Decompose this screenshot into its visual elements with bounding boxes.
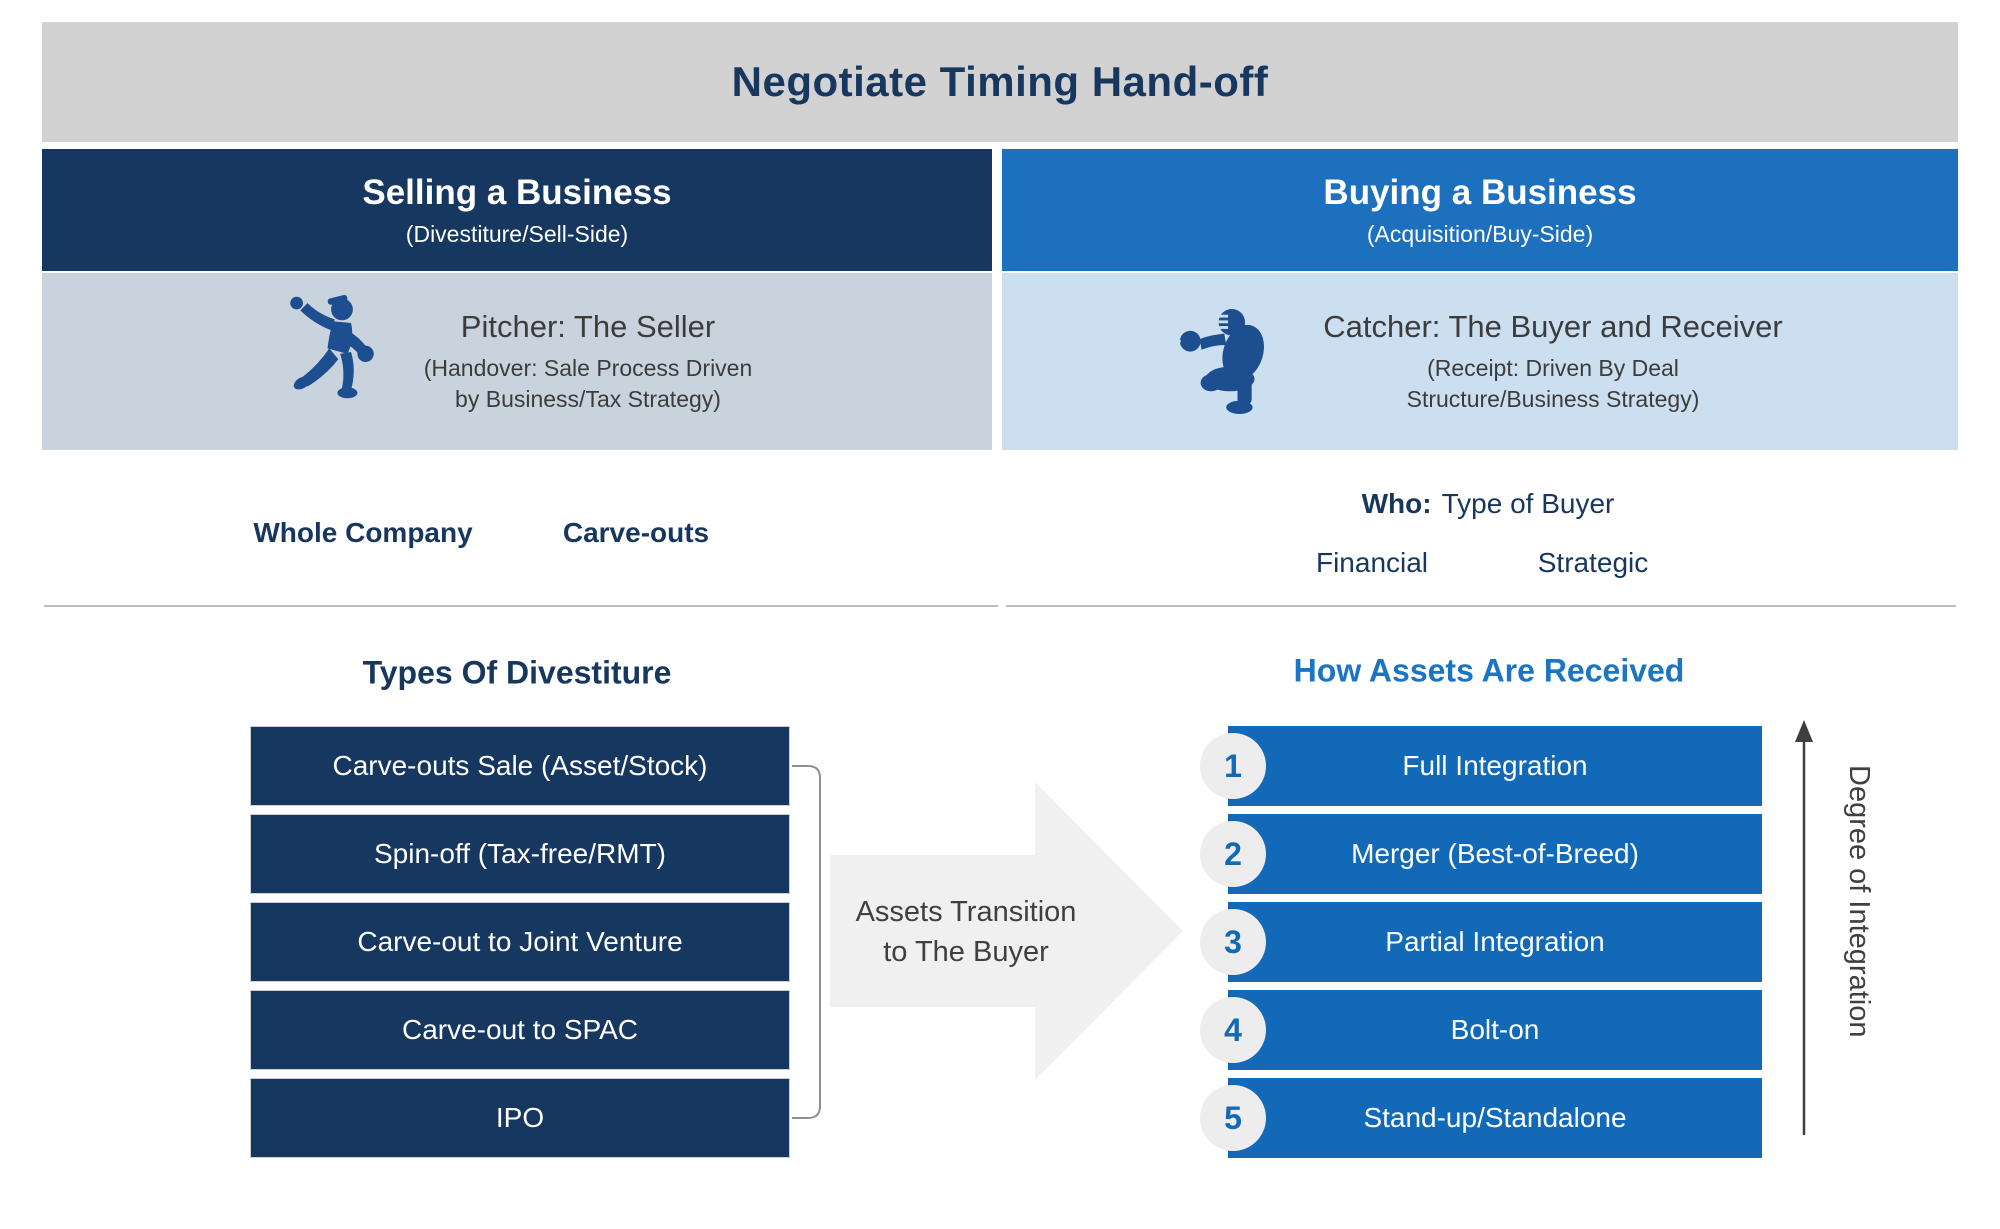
buyer-type-strategic: Strategic: [1537, 547, 1649, 578]
who-type-of-buyer: Who: Type of Buyer: [1362, 488, 1615, 520]
buyer-actor-text: Catcher: The Buyer and Receiver (Receipt…: [1323, 309, 1783, 414]
types-of-divestiture-heading: Types Of Divestiture: [362, 654, 672, 691]
buyer-actor-subtitle-line1: (Receipt: Driven By Deal: [1427, 355, 1679, 382]
divestiture-item: IPO: [250, 1078, 790, 1158]
degree-of-integration-label: Degree of Integration: [1843, 765, 1875, 1038]
group-bracket: [792, 765, 821, 1119]
buyer-actor-subtitle-line2: Structure/Business Strategy): [1406, 385, 1700, 412]
seller-actor-subtitle-line2: by Business/Tax Strategy): [455, 385, 721, 412]
divestiture-item: Carve-out to SPAC: [250, 990, 790, 1070]
pitcher-icon: [290, 294, 374, 398]
step-number-badge: 3: [1200, 909, 1266, 975]
received-item: Partial Integration: [1228, 902, 1762, 982]
selling-header-title: Selling a Business: [362, 172, 672, 212]
step-number-badge: 4: [1200, 997, 1266, 1063]
right-divider: [1006, 605, 1956, 607]
transition-label: Assets Transition to The Buyer: [856, 892, 1077, 972]
scope-whole-company: Whole Company: [253, 517, 473, 548]
scope-carve-outs: Carve-outs: [562, 517, 710, 548]
buying-header-title: Buying a Business: [1323, 172, 1637, 212]
page-title: Negotiate Timing Hand-off: [731, 58, 1269, 105]
how-assets-are-received-heading: How Assets Are Received: [1293, 652, 1685, 689]
transition-label-line1: Assets Transition: [855, 896, 1077, 928]
up-arrow-icon: [1795, 720, 1813, 1135]
seller-actor-subtitle-line1: (Handover: Sale Process Driven: [423, 355, 753, 382]
received-item: Stand-up/Standalone: [1228, 1078, 1762, 1158]
catcher-icon: [1177, 308, 1265, 414]
transition-arrow-icon: [830, 782, 1183, 1080]
left-divider: [44, 605, 998, 607]
title-bar: Negotiate Timing Hand-off: [42, 22, 1958, 142]
buying-header-subtitle: (Acquisition/Buy-Side): [1366, 220, 1594, 247]
seller-actor-text: Pitcher: The Seller (Handover: Sale Proc…: [424, 309, 753, 414]
transition-label-line2: to The Buyer: [883, 936, 1049, 968]
step-number-badge: 5: [1200, 1085, 1266, 1151]
buyer-panel: Catcher: The Buyer and Receiver (Receipt…: [1002, 273, 1958, 450]
buyer-actor-title: Catcher: The Buyer and Receiver: [1323, 309, 1783, 345]
who-label: Who:: [1361, 488, 1432, 519]
received-item: Full Integration: [1228, 726, 1762, 806]
step-number-badge: 1: [1200, 733, 1266, 799]
divestiture-item: Spin-off (Tax-free/RMT): [250, 814, 790, 894]
received-item: Bolt-on: [1228, 990, 1762, 1070]
buyer-type-financial: Financial: [1315, 547, 1429, 578]
received-item: Merger (Best-of-Breed): [1228, 814, 1762, 894]
step-number-badge: 2: [1200, 821, 1266, 887]
seller-panel: Pitcher: The Seller (Handover: Sale Proc…: [42, 273, 992, 450]
seller-actor-title: Pitcher: The Seller: [460, 309, 716, 345]
divestiture-item: Carve-out to Joint Venture: [250, 902, 790, 982]
selling-header-subtitle: (Divestiture/Sell-Side): [405, 220, 629, 247]
selling-header: Selling a Business (Divestiture/Sell-Sid…: [42, 149, 992, 271]
divestiture-item: Carve-outs Sale (Asset/Stock): [250, 726, 790, 806]
who-rest: Type of Buyer: [1441, 488, 1615, 519]
buying-header: Buying a Business (Acquisition/Buy-Side): [1002, 149, 1958, 271]
